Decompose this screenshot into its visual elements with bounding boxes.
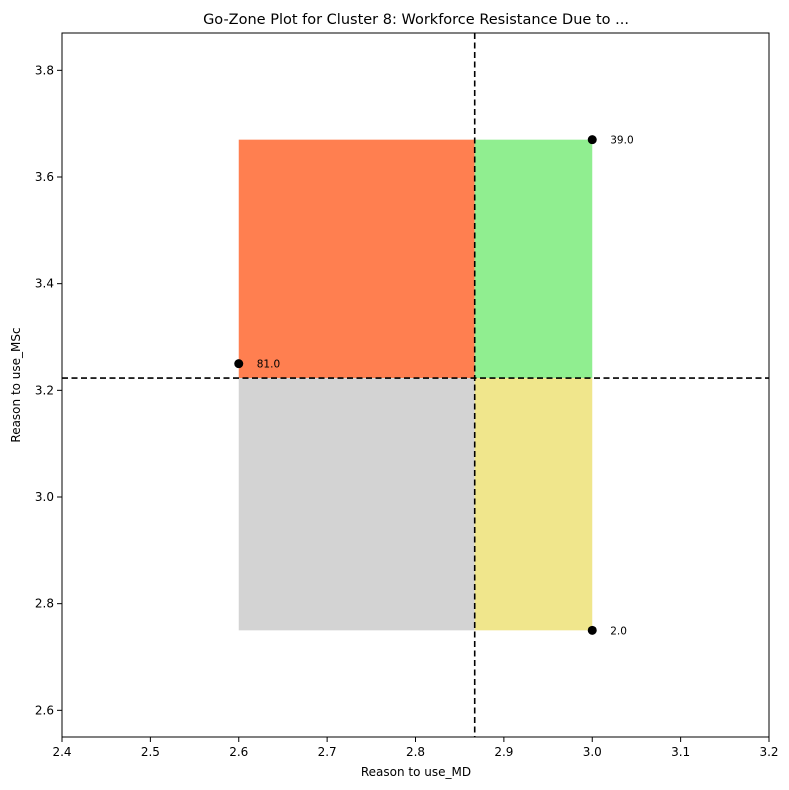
point-label: 39.0 [610, 135, 633, 147]
x-tick-label: 3.0 [583, 745, 602, 759]
quadrant-bottom-left [238, 378, 475, 631]
x-tick-label: 2.9 [494, 745, 513, 759]
point-label: 81.0 [257, 359, 280, 371]
plot-area: 81.0 39.0 2.0 [61, 32, 770, 738]
points-layer: 81.0 39.0 2.0 [234, 135, 634, 637]
y-tick-label: 3.0 [35, 490, 54, 504]
x-axis: 2.4 2.5 2.6 2.7 2.8 2.9 3.0 3.1 3.2 [52, 737, 779, 759]
chart-title: Go-Zone Plot for Cluster 8: Workforce Re… [203, 12, 629, 28]
x-tick-label: 3.2 [759, 745, 778, 759]
quadrant-bottom-right [474, 378, 593, 631]
y-tick-label: 2.6 [35, 703, 54, 717]
x-tick-label: 2.8 [406, 745, 425, 759]
quadrant-top-left [238, 139, 475, 379]
y-tick-label: 3.4 [35, 277, 54, 291]
point-label: 2.0 [610, 625, 627, 637]
quadrants-layer [238, 139, 593, 631]
y-axis: 2.6 2.8 3.0 3.2 3.4 3.6 3.8 [35, 63, 62, 717]
y-tick-label: 3.2 [35, 383, 54, 397]
y-tick-label: 3.8 [35, 63, 54, 77]
x-tick-label: 2.4 [52, 745, 71, 759]
y-axis-title: Reason to use_MSc [9, 327, 23, 442]
quadrant-top-right [474, 139, 593, 379]
y-tick-label: 3.6 [35, 170, 54, 184]
data-point [587, 135, 597, 145]
y-tick-label: 2.8 [35, 597, 54, 611]
data-point [587, 625, 597, 635]
x-tick-label: 2.6 [229, 745, 248, 759]
x-tick-label: 2.5 [141, 745, 160, 759]
mean-lines-layer [62, 33, 769, 737]
data-point [234, 359, 244, 369]
x-tick-label: 3.1 [671, 745, 690, 759]
x-tick-label: 2.7 [318, 745, 337, 759]
x-axis-title: Reason to use_MD [361, 765, 471, 779]
